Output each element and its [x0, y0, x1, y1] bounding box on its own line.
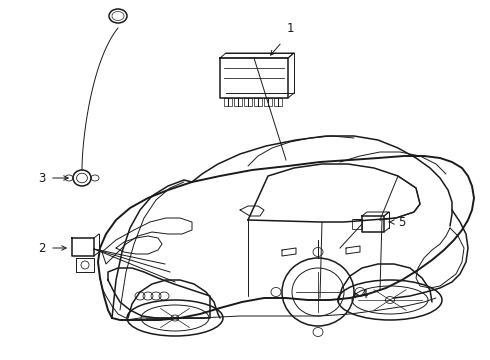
Text: 5: 5	[398, 216, 405, 229]
Text: 4: 4	[360, 288, 368, 302]
Text: 2: 2	[38, 242, 46, 255]
Text: 1: 1	[286, 22, 294, 35]
Text: 3: 3	[38, 171, 46, 184]
Bar	[352, 219, 362, 229]
Ellipse shape	[171, 315, 179, 321]
Ellipse shape	[109, 9, 127, 23]
Ellipse shape	[386, 297, 394, 303]
